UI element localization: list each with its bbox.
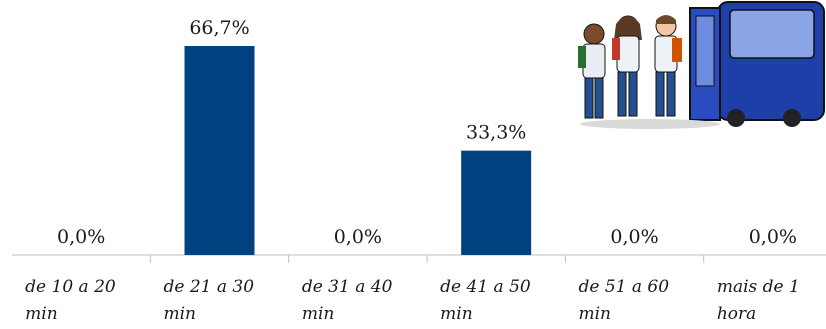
x-tick-label: de 41 a 50 min	[440, 277, 531, 324]
data-label: 33,3%	[466, 122, 526, 144]
x-tick-label-line: min	[579, 304, 612, 324]
x-tick-label: de 31 a 40 min	[302, 277, 393, 324]
x-tick-label-line: de 31 a 40	[302, 277, 393, 297]
x-tick-label-line: min	[164, 304, 197, 324]
x-tick-label: de 21 a 30 min	[164, 277, 255, 324]
x-tick-label-line: min	[25, 304, 58, 324]
x-tick-label-line: mais de 1	[717, 277, 800, 297]
x-tick-label: de 51 a 60 min	[579, 277, 670, 324]
data-label: 0,0%	[749, 226, 797, 248]
x-tick-label: mais de 1 hora	[717, 277, 800, 324]
x-tick-label-line: de 51 a 60	[579, 277, 670, 297]
x-tick-label: de 10 a 20 min	[25, 277, 116, 324]
x-tick-label-line: min	[302, 304, 335, 324]
data-label: 0,0%	[334, 226, 382, 248]
students-boarding-bus-illustration	[578, 0, 826, 129]
data-label: 0,0%	[57, 226, 105, 248]
bar	[184, 46, 255, 255]
data-label: 0,0%	[610, 226, 658, 248]
x-tick-label-line: de 10 a 20	[25, 277, 116, 297]
bar	[461, 150, 532, 255]
x-tick-label-line: min	[440, 304, 473, 324]
x-tick-label-line: de 41 a 50	[440, 277, 531, 297]
data-label: 66,7%	[189, 17, 249, 39]
x-tick-label-line: de 21 a 30	[164, 277, 255, 297]
x-tick-label-line: hora	[717, 304, 756, 324]
